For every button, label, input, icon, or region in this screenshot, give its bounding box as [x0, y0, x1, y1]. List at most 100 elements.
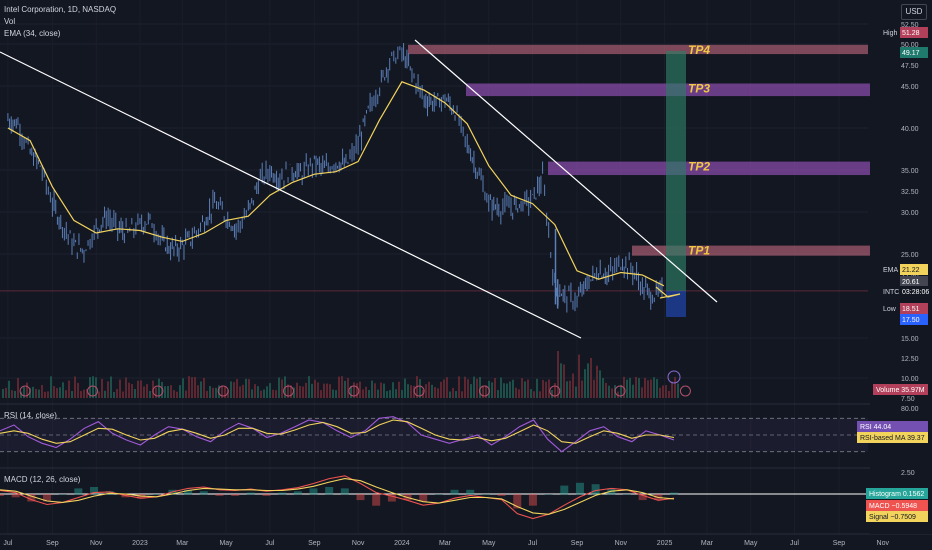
volume-bar [473, 376, 475, 398]
time-tick-label: 2024 [394, 540, 410, 547]
volume-bar [110, 376, 112, 398]
price-label-value: 17.50 [902, 317, 920, 324]
volume-bar [299, 385, 301, 398]
target-box-up [666, 50, 686, 291]
volume-bar [362, 389, 364, 398]
volume-bar [140, 380, 142, 398]
volume-bar [296, 382, 298, 398]
volume-bar [635, 376, 637, 398]
time-axis: Jul Sep Nov 2023 Mar May Jul Sep Nov 2024 Mar May Ju… [0, 535, 932, 550]
price-label-value: 20.61 [902, 279, 920, 286]
zone-label-tp2: TP2 [688, 160, 710, 174]
volume-bar [638, 378, 640, 398]
time-tick-label: Mar [176, 540, 189, 547]
volume-bar [320, 390, 322, 398]
volume-bar [374, 383, 376, 398]
volume-bar [425, 384, 427, 398]
macd-histogram-bar [0, 494, 4, 496]
volume-bar [2, 388, 4, 398]
vol-legend[interactable]: Vol [4, 17, 16, 26]
rsi-legend[interactable]: RSI (14, close) [4, 411, 57, 420]
macd-histogram-bar [638, 494, 647, 501]
price-tick-label: 52.50 [901, 22, 919, 29]
earnings-marker-icon [549, 385, 561, 397]
volume-bar [167, 386, 169, 398]
price-tick-label: 10.00 [901, 376, 919, 383]
zone-tp4 [408, 44, 868, 55]
macd-histogram-bar [419, 494, 428, 502]
volume-bar [272, 389, 274, 398]
volume-bar [20, 391, 22, 398]
volume-bar [344, 380, 346, 398]
symbol-title[interactable]: Intel Corporation, 1D, NASDAQ [4, 5, 117, 14]
volume-bar [530, 389, 532, 398]
time-tick-label: 2023 [132, 540, 148, 547]
volume-bar [290, 385, 292, 398]
macd-histogram-bar [231, 494, 240, 496]
volume-bar [266, 386, 268, 398]
volume-bar [494, 378, 496, 398]
volume-bar [200, 381, 202, 398]
volume-bar [275, 390, 277, 398]
volume-bar [8, 380, 10, 398]
volume-bar [26, 382, 28, 398]
volume-bar [215, 387, 217, 398]
volume-bar [626, 379, 628, 398]
rsi-label-bg [857, 421, 928, 432]
macd-histogram-bar [356, 494, 365, 501]
volume-bar [662, 385, 664, 398]
volume-bar [350, 385, 352, 398]
volume-bar [236, 379, 238, 398]
macd-legend[interactable]: MACD (12, 26, close) [4, 475, 81, 484]
macd-histogram-bar [278, 492, 287, 495]
volume-bar [338, 376, 340, 398]
volume-bar [89, 377, 91, 398]
macd-histogram-bar [528, 494, 537, 506]
volume-bar [632, 384, 634, 398]
volume-bar [647, 380, 649, 398]
macd-histogram-bar [309, 488, 318, 495]
price-label-value: 18.51 [902, 306, 920, 313]
macd-histogram-bar [434, 494, 443, 495]
volume-bar [17, 378, 19, 398]
volume-bar [452, 387, 454, 398]
volume-bar [182, 378, 184, 398]
price-label-bg [900, 276, 928, 287]
macd-label-bg [866, 488, 928, 499]
price-tick-label: 30.00 [901, 210, 919, 217]
volume-bar [212, 387, 214, 398]
volume-bar [356, 383, 358, 398]
volume-bar [461, 391, 463, 398]
macd-line [0, 475, 675, 520]
macd-histogram-bar [43, 494, 52, 502]
volume-bar [185, 390, 187, 398]
earnings-marker-icon [19, 385, 31, 397]
volume-bar [566, 381, 568, 398]
volume-bar [578, 354, 580, 398]
volume-bar [521, 378, 523, 398]
price-label-bg [900, 303, 928, 314]
volume-bar [227, 390, 229, 398]
price-tick-label: 7.50 [901, 396, 915, 403]
wedge-pattern [655, 286, 681, 299]
volume-bar [170, 385, 172, 398]
volume-bar [281, 379, 283, 398]
volume-bar [668, 390, 670, 398]
price-tick-label: 45.00 [901, 84, 919, 91]
price-tick-label: 12.50 [901, 356, 919, 363]
macd-histogram-bar [215, 494, 224, 496]
macd-tick-label: 2.50 [901, 470, 915, 477]
volume-bar [104, 390, 106, 398]
currency-button[interactable]: USD [901, 4, 927, 20]
volume-bar [278, 377, 280, 398]
macd-signal-line [0, 478, 675, 515]
volume-bar [383, 383, 385, 398]
macd-label: Signal −0.7509 [869, 514, 916, 521]
volume-bar [428, 381, 430, 398]
volume-bar [389, 390, 391, 398]
volume-bar [98, 391, 100, 398]
volume-bar [92, 376, 94, 398]
ema-legend[interactable]: EMA (34, close) [4, 29, 61, 38]
time-axis-bg [0, 535, 932, 550]
